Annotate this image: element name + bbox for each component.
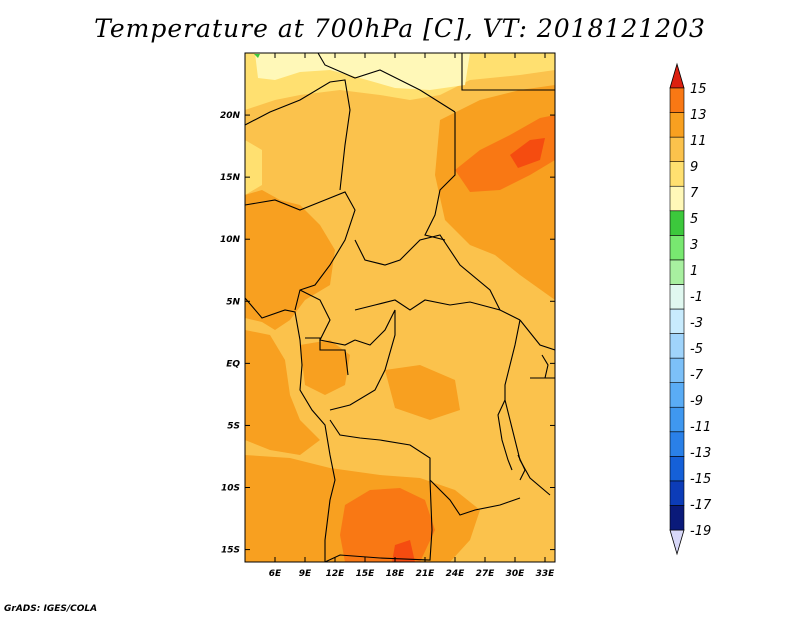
colorbar-label: 7 [690, 186, 699, 201]
lon-tick-label: 33E [536, 569, 556, 579]
border-egypt-sudan [461, 53, 555, 91]
lat-tick-label: 15N [220, 173, 241, 183]
border-gabon [305, 337, 349, 376]
colorbar-label: 9 [690, 160, 698, 175]
colorbar-segment [669, 161, 685, 187]
colorbar-segment [669, 185, 685, 212]
lat-tick-label: 20N [220, 111, 241, 121]
colorbar-label: -11 [690, 420, 711, 435]
colorbar-label: -3 [690, 316, 703, 331]
field-band-9-11-west [245, 190, 335, 330]
field-band-13-15-northeast [510, 138, 545, 168]
field-band-3-5-north [255, 53, 470, 90]
field-band-9-11-coast [245, 330, 320, 455]
lat-tick-label: 10S [221, 484, 240, 494]
colorbar-segment [669, 456, 685, 482]
colorbar-label: 1 [690, 264, 698, 279]
lon-tick-label: 30E [506, 569, 526, 579]
lat-tick-label: EQ [226, 359, 240, 369]
map-frame [244, 52, 556, 563]
lon-tick-label: 21E [416, 569, 436, 579]
temperature-field [245, 53, 555, 562]
field-band-9-11-mid [385, 365, 460, 420]
colorbar-segment [669, 357, 685, 383]
colorbar-label: 5 [690, 212, 698, 227]
colorbar-label: -17 [690, 498, 712, 513]
colorbar-segment [669, 333, 685, 359]
border-drc-angola [329, 419, 431, 480]
field-band-11-13-northeast [455, 115, 555, 192]
border-angola-zambia [429, 479, 521, 516]
colorbar: 15 13 11 9 7 5 3 1 -1 -3 -5 -7 -9 -11 -13 -15 -17 -19 [669, 62, 712, 556]
lon-tick-label: 18E [386, 569, 406, 579]
border-chad-sudan [424, 112, 456, 241]
colorbar-label: -9 [690, 394, 703, 409]
border-niger-chad [245, 79, 351, 191]
field-band-5-7-west [245, 140, 262, 195]
lon-tick-label: 12E [326, 569, 346, 579]
border-lakes [497, 399, 513, 471]
lon-tick-label: 9E [299, 569, 312, 579]
lon-tick-label: 27E [476, 569, 496, 579]
map-title: Temperature at 700hPa [C], VT: 201812120… [94, 14, 706, 43]
colorbar-label: -5 [690, 342, 703, 357]
border-angola-namibia [324, 479, 433, 562]
border-coast [245, 297, 336, 562]
colorbar-segment [669, 308, 685, 334]
credit-text: GrADS: IGES/COLA [4, 604, 98, 614]
lat-tick-label: 10N [220, 235, 241, 245]
field-band-9-11-center [300, 340, 350, 395]
border-cameroon [299, 289, 356, 346]
colorbar-high-arrow [669, 62, 685, 89]
lon-tick-label: 6E [269, 569, 282, 579]
lat-tick-label: 5S [227, 421, 240, 431]
colorbar-label: 11 [690, 134, 707, 149]
colorbar-label: -1 [690, 290, 703, 305]
colorbar-segment [669, 480, 685, 506]
colorbar-label: 3 [690, 238, 698, 253]
colorbar-segment [669, 406, 685, 433]
lat-tick-label: 5N [226, 297, 240, 307]
country-borders [245, 53, 555, 562]
field-band-3-1-spot [254, 54, 260, 58]
border-car-drc [354, 299, 521, 321]
colorbar-segment [669, 87, 685, 113]
border-uganda [519, 319, 555, 351]
colorbar-label: -13 [690, 446, 711, 461]
colorbar-segment [669, 382, 685, 408]
colorbar-label: 15 [690, 82, 707, 97]
lat-tick-label: 15S [221, 546, 240, 556]
border-lake-outline [517, 354, 549, 481]
colorbar-label: -7 [690, 368, 704, 383]
colorbar-segment [669, 431, 685, 457]
border-congo [329, 309, 396, 411]
colorbar-label: -19 [690, 524, 711, 539]
colorbar-label: 13 [690, 108, 707, 123]
border-car [354, 234, 501, 311]
colorbar-segment [669, 259, 685, 285]
field-band-11-13-south [340, 488, 435, 562]
lon-tick-label: 15E [356, 569, 376, 579]
field-band-13-15-south [392, 540, 415, 562]
colorbar-segment [669, 284, 685, 310]
colorbar-low-arrow [669, 529, 685, 556]
colorbar-segment [669, 112, 685, 138]
colorbar-segment [669, 136, 685, 162]
border-libya-chad [317, 53, 456, 113]
colorbar-segment [669, 210, 685, 236]
colorbar-segment [669, 505, 685, 531]
latitude-axis: 20N 15N 10N 5N EQ 5S 10S 15S [220, 111, 555, 556]
colorbar-label: -15 [690, 472, 711, 487]
border-nigeria [245, 191, 356, 311]
longitude-axis: 6E 9E 12E 15E 18E 21E 24E 27E 30E 33E [269, 53, 555, 579]
colorbar-segment [669, 235, 685, 261]
lon-tick-label: 24E [446, 569, 466, 579]
